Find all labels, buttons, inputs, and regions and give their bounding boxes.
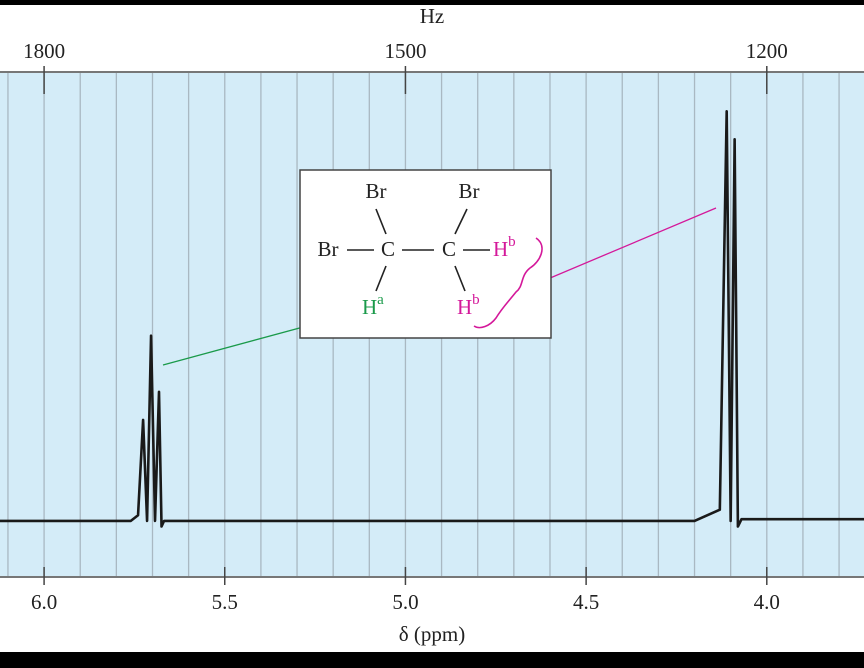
h: H: [362, 295, 377, 319]
x-tick-label: 6.0: [31, 590, 57, 614]
molecule-box: Br Br Br C C Hb Ha Hb: [299, 169, 552, 339]
x-tick-label: 4.0: [754, 590, 780, 614]
h: H: [457, 295, 472, 319]
atom: C: [442, 237, 456, 261]
x-tick-label: 5.5: [212, 590, 238, 614]
bond: [454, 208, 468, 235]
x2-tick-label: 1500: [384, 39, 426, 63]
sup: a: [377, 292, 384, 308]
ha-label: Ha: [362, 292, 384, 318]
x-tick-label: 5.0: [392, 590, 418, 614]
bond: [375, 265, 387, 292]
hb-label: Hb: [457, 292, 480, 318]
inset-box: [299, 169, 552, 339]
bottom-border: [0, 652, 864, 668]
x2-tick-label: 1200: [746, 39, 788, 63]
sup: b: [472, 292, 480, 308]
atom: C: [381, 237, 395, 261]
bond: [375, 208, 387, 235]
atom: Br: [318, 237, 339, 261]
atom: Br: [459, 179, 480, 203]
h: H: [493, 237, 508, 261]
bond: [454, 265, 466, 292]
spectrum-line: [0, 109, 864, 528]
x2-tick-label: 1800: [23, 39, 65, 63]
x-tick-label: 4.5: [573, 590, 599, 614]
x-axis-label: δ (ppm): [399, 622, 465, 646]
top-border: [0, 0, 864, 5]
atom: Br: [366, 179, 387, 203]
hb-label: Hb: [493, 234, 516, 260]
x2-axis-label: Hz: [420, 4, 445, 28]
hb-brace: [473, 237, 543, 329]
sup: b: [508, 234, 516, 250]
